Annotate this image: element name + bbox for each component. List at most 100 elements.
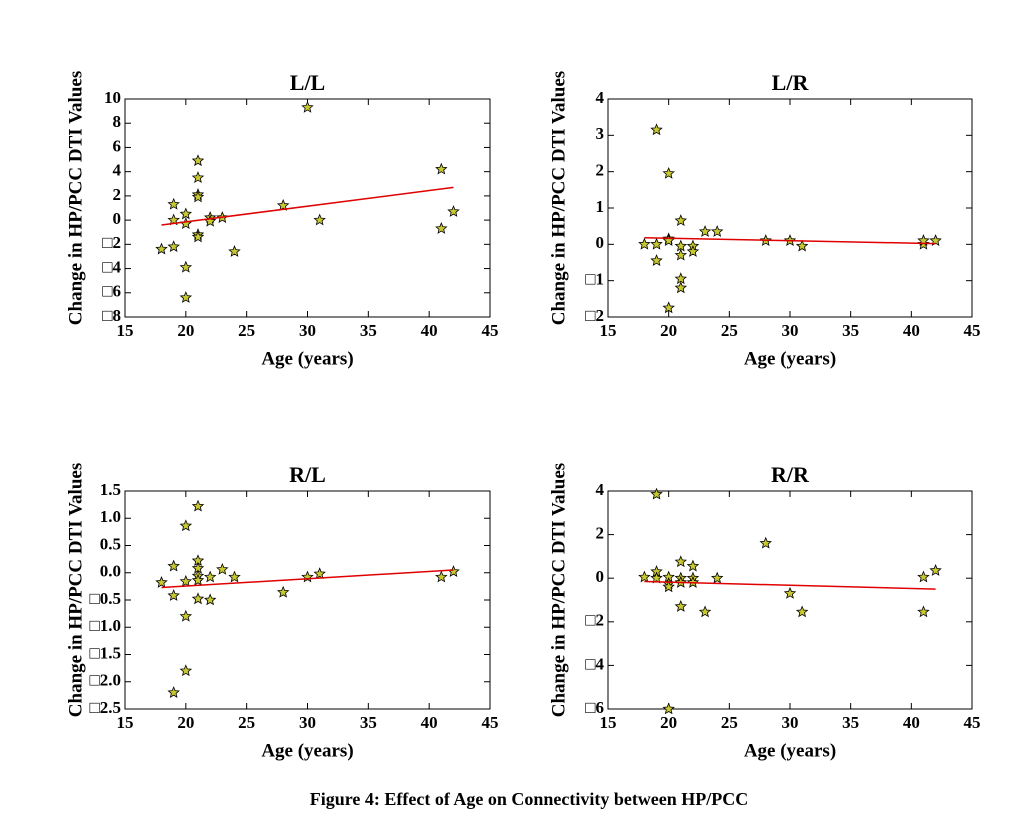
data-point xyxy=(179,207,193,220)
x-tick-label: 40 xyxy=(421,713,438,732)
data-point xyxy=(167,559,180,572)
data-point xyxy=(179,574,193,587)
data-point xyxy=(674,248,688,261)
y-tick-label: 0.0 xyxy=(100,562,121,581)
plot-area xyxy=(607,98,973,318)
y-tick-label: □2 xyxy=(585,306,604,325)
y-tick-label: 8 xyxy=(113,112,122,131)
y-tick-label: □0.5 xyxy=(89,589,121,608)
y-tick-label: 4 xyxy=(596,480,605,499)
data-point xyxy=(447,565,460,577)
x-tick-label: 40 xyxy=(903,713,920,732)
data-point xyxy=(674,214,688,227)
data-point xyxy=(191,573,205,586)
data-point xyxy=(179,217,193,230)
y-tick-label: 0.5 xyxy=(100,534,121,553)
data-point xyxy=(650,254,663,266)
subplot-title: R/L xyxy=(289,462,326,487)
x-tick-label: 20 xyxy=(660,321,677,340)
data-point xyxy=(662,580,675,593)
y-tick-label: □8 xyxy=(102,306,121,325)
y-axis-label: Change in HP/PCC DTI Values xyxy=(548,71,569,325)
y-tick-label: □4 xyxy=(102,257,121,276)
subplot-title: L/R xyxy=(772,70,810,95)
data-point xyxy=(674,272,688,285)
data-point xyxy=(276,585,290,598)
plot-area xyxy=(124,490,491,710)
y-tick-label: □1.0 xyxy=(89,616,121,635)
x-tick-label: 35 xyxy=(842,713,859,732)
y-tick-label: 0 xyxy=(596,233,605,252)
y-tick-label: □6 xyxy=(102,282,121,301)
data-point xyxy=(686,245,700,257)
x-tick-label: 15 xyxy=(600,713,617,732)
data-point xyxy=(759,536,772,549)
data-point xyxy=(917,605,930,618)
x-tick-label: 30 xyxy=(782,321,799,340)
subplot-title: R/R xyxy=(771,462,810,487)
data-point xyxy=(795,239,809,252)
y-axis-label: Change in HP/PCC DTI Values xyxy=(65,71,86,325)
data-point xyxy=(167,240,180,253)
x-tick-label: 25 xyxy=(721,321,738,340)
data-point xyxy=(191,499,205,512)
data-point xyxy=(447,205,460,217)
data-point xyxy=(216,562,229,575)
data-point xyxy=(710,571,724,584)
y-tick-label: □4 xyxy=(585,654,604,673)
plot-area xyxy=(607,490,973,710)
data-point xyxy=(191,592,205,605)
data-point xyxy=(179,664,193,677)
data-point xyxy=(179,291,193,303)
subplot-title: L/L xyxy=(290,70,325,95)
data-point xyxy=(795,605,809,618)
data-point xyxy=(191,154,205,167)
x-tick-label: 45 xyxy=(964,321,981,340)
data-point xyxy=(301,100,314,113)
y-tick-label: 0 xyxy=(596,567,605,586)
y-tick-label: 4 xyxy=(113,161,122,180)
plot-area xyxy=(124,98,491,318)
data-point xyxy=(167,197,180,210)
x-tick-label: 35 xyxy=(842,321,859,340)
data-point xyxy=(191,190,205,203)
subplot: R/L Age (years) Change in HP/PCC DTI Value… xyxy=(65,462,498,761)
x-tick-label: 15 xyxy=(117,713,134,732)
data-point xyxy=(435,162,448,175)
y-tick-label: 4 xyxy=(596,88,605,107)
data-point xyxy=(228,245,241,257)
data-point xyxy=(698,605,712,618)
y-tick-label: 2 xyxy=(596,161,605,180)
x-tick-label: 20 xyxy=(177,321,194,340)
x-tick-label: 15 xyxy=(600,321,617,340)
y-axis-label: Change in HP/PCC DTI Values xyxy=(65,463,86,717)
data-point xyxy=(276,199,290,211)
data-point xyxy=(435,570,448,583)
y-tick-label: □2 xyxy=(102,233,121,252)
y-tick-label: 0 xyxy=(113,209,122,228)
data-point xyxy=(710,225,724,237)
data-point xyxy=(191,171,205,184)
fit-line xyxy=(161,186,454,226)
data-point xyxy=(662,301,675,314)
x-tick-label: 45 xyxy=(482,713,499,732)
data-point xyxy=(301,570,314,583)
data-point xyxy=(638,237,651,250)
data-point xyxy=(929,564,942,576)
x-tick-label: 40 xyxy=(421,321,438,340)
figure-caption: Figure 4: Effect of Age on Connectivity … xyxy=(310,789,749,809)
data-point xyxy=(179,260,193,273)
subplot: L/R Age (years) Change in HP/PCC DTI Value… xyxy=(548,70,980,369)
y-tick-label: □2.0 xyxy=(89,671,121,690)
data-point xyxy=(228,570,241,583)
x-axis-label: Age (years) xyxy=(744,740,836,761)
data-point xyxy=(167,589,180,601)
y-tick-label: 10 xyxy=(104,88,121,107)
data-point xyxy=(179,609,193,622)
y-tick-label: 6 xyxy=(113,136,122,155)
data-point xyxy=(638,570,651,583)
y-tick-label: □2 xyxy=(585,611,604,630)
y-tick-label: 2 xyxy=(113,185,122,204)
x-tick-label: 30 xyxy=(299,713,316,732)
x-tick-label: 30 xyxy=(299,321,316,340)
